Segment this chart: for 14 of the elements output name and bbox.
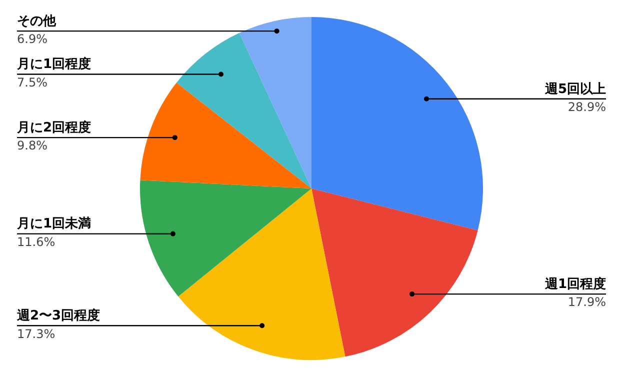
data-label: 11.6% (17, 234, 56, 249)
data-label: 28.9% (568, 100, 606, 114)
slice-label: 週2〜3回程度 (16, 308, 100, 324)
data-label: 17.3% (17, 326, 56, 341)
slice-label: その他 (17, 14, 57, 29)
data-label: 9.8% (17, 138, 48, 153)
data-label: 6.9% (17, 32, 48, 46)
slice-label: 週1回程度 (544, 276, 606, 292)
data-label: 7.5% (17, 75, 48, 90)
slice-label: 月に1回程度 (16, 56, 92, 72)
slice-label: 月に1回未満 (16, 216, 92, 232)
slice-label: 月に2回程度 (16, 119, 92, 136)
slice-label: 週5回以上 (544, 82, 606, 97)
data-label: 17.9% (568, 295, 606, 310)
